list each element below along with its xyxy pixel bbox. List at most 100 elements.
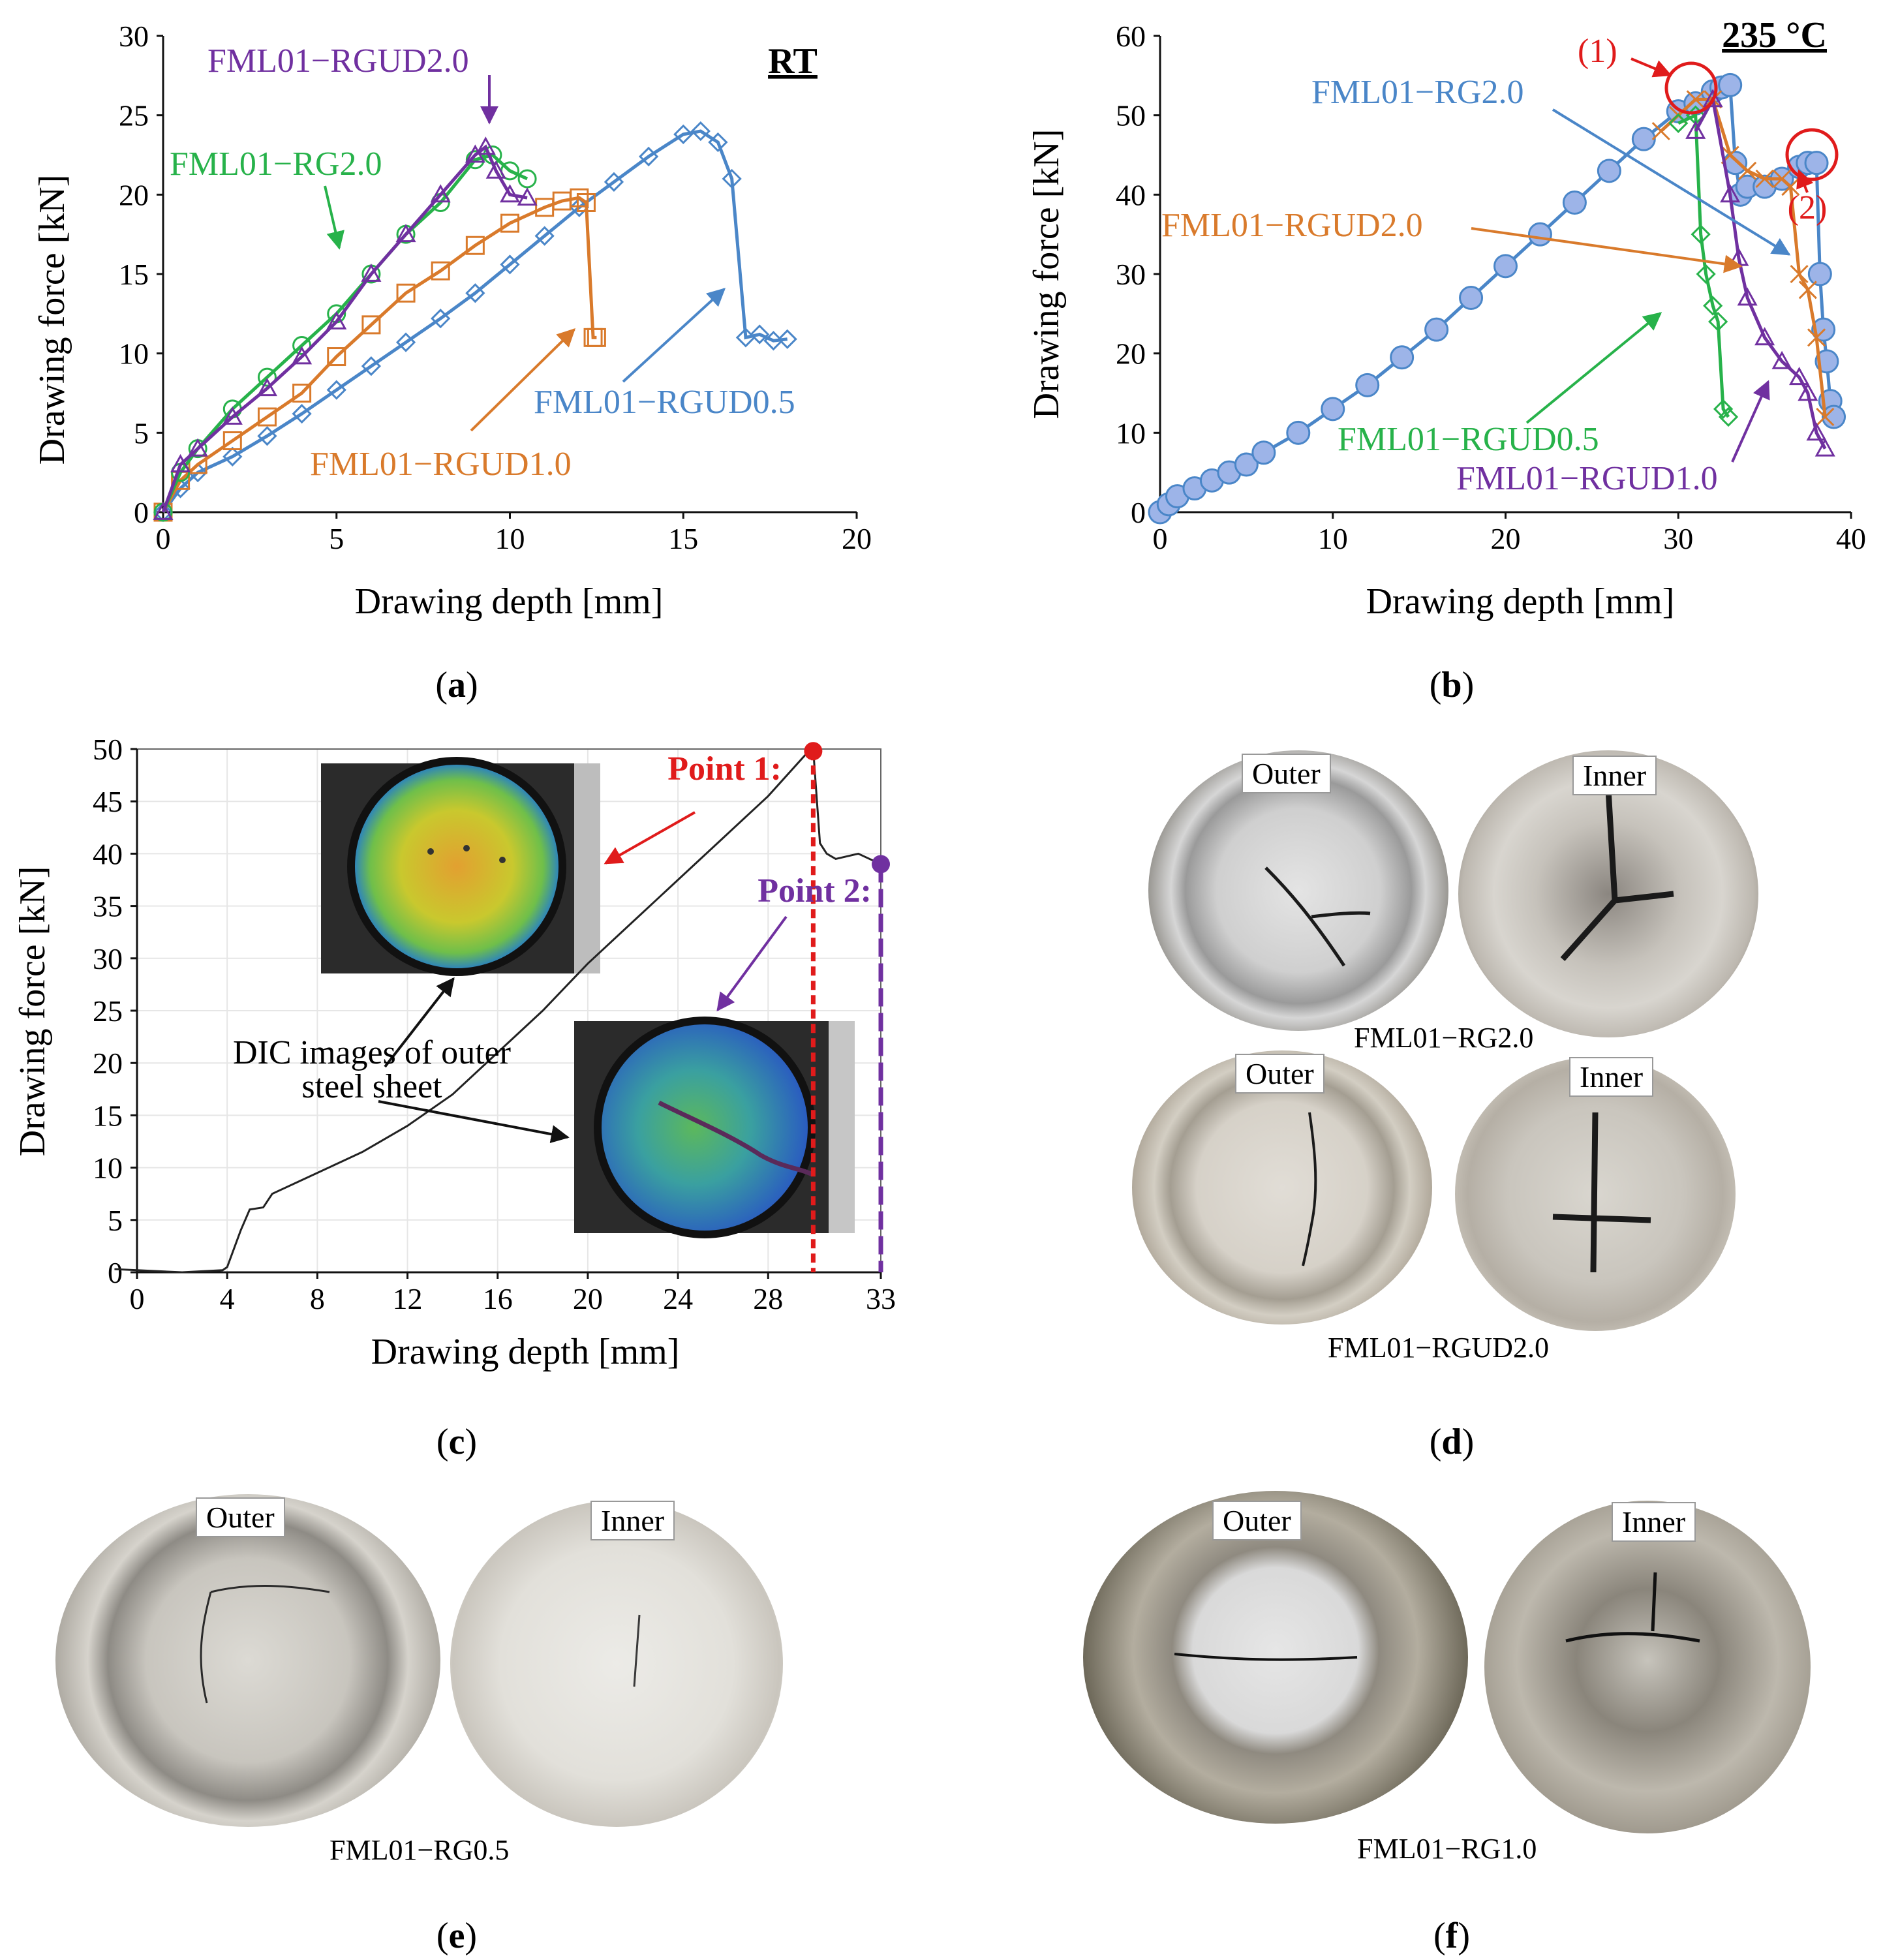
caption-c-letter: c <box>449 1422 465 1462</box>
y-tick-label: 0 <box>134 496 149 529</box>
chart-a-xlabel: Drawing depth [mm] <box>355 581 664 622</box>
x-tick-label: 8 <box>310 1282 325 1315</box>
dic-image-point-2 <box>574 1017 855 1238</box>
chart-c-xlabel: Drawing depth [mm] <box>371 1332 680 1372</box>
y-tick-label: 20 <box>119 178 149 211</box>
chart-a-series <box>153 121 797 523</box>
chart-c-dic-label-line2: steel sheet <box>301 1068 442 1105</box>
chart-b-axes: 0 10 20 30 40 0 10 20 30 40 50 60 <box>1116 20 1866 555</box>
data-point <box>1691 224 1711 245</box>
x-tick-label: 20 <box>1491 522 1521 555</box>
data-point <box>500 213 519 233</box>
crack-d1-outer <box>1264 866 1371 967</box>
data-point <box>1798 382 1818 401</box>
caption-a-letter: a <box>448 665 466 705</box>
data-point <box>1737 287 1758 306</box>
x-tick-label: 33 <box>866 1282 896 1315</box>
disc-e-outer <box>55 1494 440 1827</box>
y-tick-label: 40 <box>1116 178 1146 211</box>
y-tick-label: 10 <box>119 337 149 371</box>
chart-c-arrow-dic-1 <box>384 977 455 1068</box>
data-point <box>431 261 450 281</box>
y-tick-label: 60 <box>1116 20 1146 53</box>
data-point <box>1755 169 1774 189</box>
data-point <box>517 169 537 189</box>
data-point <box>1234 452 1259 477</box>
caption-a: (a) <box>435 665 478 705</box>
chart-b-arrow-rg20 <box>1552 108 1791 256</box>
data-point <box>673 124 694 144</box>
data-point <box>1685 120 1706 139</box>
data-point <box>1390 345 1415 370</box>
data-point <box>1790 264 1809 284</box>
caption-e-letter: e <box>449 1916 465 1956</box>
chart-b-arrow-2 <box>1796 169 1814 193</box>
chart-c-point-1-label: Point 1: <box>667 750 782 788</box>
chart-a-arrow-rgud10 <box>470 328 575 432</box>
chart-b-label-rgud05: FML01−RGUD0.5 <box>1338 421 1599 458</box>
chart-b-label-rgud20: FML01−RGUD2.0 <box>1161 207 1423 244</box>
data-point <box>361 356 382 376</box>
data-point <box>326 311 347 329</box>
data-point <box>1708 311 1728 332</box>
x-tick-label: 5 <box>329 522 344 555</box>
x-tick-label: 28 <box>753 1282 783 1315</box>
data-point <box>1424 317 1449 342</box>
crack-d2-outer <box>1302 1112 1317 1266</box>
data-point <box>1251 440 1276 465</box>
data-point <box>1562 191 1587 215</box>
data-point <box>485 160 506 179</box>
chart-b-arrow-1 <box>1630 57 1672 78</box>
x-tick-label: 15 <box>668 522 698 555</box>
data-point <box>1814 438 1835 457</box>
caption-b: (b) <box>1430 665 1474 705</box>
data-point <box>1781 177 1800 196</box>
data-point <box>396 283 416 303</box>
chart-a-arrow-rg20 <box>324 185 344 250</box>
data-point <box>187 438 208 457</box>
chart-c-arrow-dic-2 <box>378 1100 570 1144</box>
series-line-FML01RGUD20 <box>161 144 528 513</box>
data-point <box>1355 373 1380 397</box>
chart-b-arrow-rgud10 <box>1731 380 1770 463</box>
y-tick-label: 35 <box>93 890 123 923</box>
disc-e-inner <box>450 1501 783 1827</box>
data-point <box>1703 296 1723 316</box>
data-point <box>1754 327 1775 346</box>
chart-c: 0 4 8 12 16 20 24 28 33 0 5 10 15 20 25 30 35 40 45 50 DIC … <box>12 733 896 1462</box>
x-tick-label: 40 <box>1836 522 1866 555</box>
label-d2-inner: Inner <box>1569 1057 1654 1097</box>
y-tick-label: 20 <box>1116 337 1146 371</box>
chart-a-ylabel: Drawing force [kN] <box>32 175 72 465</box>
data-point <box>1798 281 1817 299</box>
data-point <box>534 226 555 246</box>
caption-d-letter: d <box>1441 1422 1462 1462</box>
caption-f: (f) <box>1433 1916 1470 1956</box>
data-point <box>257 367 277 387</box>
chart-b-arrow-rgud20 <box>1471 227 1743 273</box>
specimen-name-d2: FML01−RGUD2.0 <box>1328 1332 1549 1364</box>
label-d1-outer: Outer <box>1242 754 1331 793</box>
data-point <box>292 384 312 403</box>
data-point <box>465 283 485 303</box>
data-point <box>690 121 711 142</box>
data-point <box>1286 420 1311 445</box>
label-f-inner: Inner <box>1612 1502 1696 1542</box>
data-point <box>517 187 538 206</box>
x-tick-label: 24 <box>663 1282 693 1315</box>
chart-b-ylabel: Drawing force [kN] <box>1026 129 1067 420</box>
data-point <box>638 146 659 167</box>
label-e-inner: Inner <box>590 1501 675 1540</box>
y-tick-label: 30 <box>93 942 123 975</box>
data-point <box>431 309 451 329</box>
chart-b-ring-2 <box>1785 128 1839 181</box>
data-point <box>257 407 277 427</box>
data-point <box>1718 406 1739 427</box>
data-point <box>1723 151 1748 176</box>
chart-a-label-rgud05: FML01−RGUD0.5 <box>534 384 795 421</box>
data-point <box>722 168 742 189</box>
y-tick-label: 5 <box>134 416 149 450</box>
label-f-outer: Outer <box>1212 1501 1302 1540</box>
chart-b-label-2: (2) <box>1788 189 1828 226</box>
